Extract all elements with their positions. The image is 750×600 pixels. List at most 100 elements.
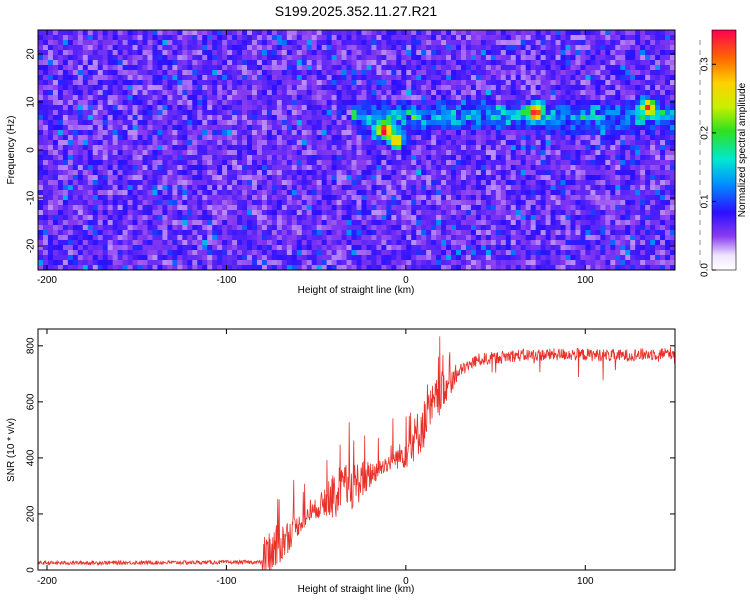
heatmap-cell xyxy=(570,200,576,206)
heatmap-cell xyxy=(127,125,133,131)
heatmap-cell xyxy=(142,180,148,186)
heatmap-cell xyxy=(470,35,477,41)
heatmap-cell xyxy=(560,195,566,201)
heatmap-cell xyxy=(57,150,64,156)
heatmap-cell xyxy=(650,185,656,191)
heatmap-cell xyxy=(416,195,422,201)
heatmap-cell xyxy=(401,170,407,176)
heatmap-cell xyxy=(371,175,377,181)
heatmap-cell xyxy=(665,200,671,206)
heatmap-cell xyxy=(77,130,84,136)
heatmap-cell xyxy=(421,215,427,221)
heatmap-cell xyxy=(57,180,64,186)
heatmap-cell xyxy=(550,45,556,51)
heatmap-cell xyxy=(560,65,566,71)
heatmap-cell xyxy=(127,200,133,206)
heatmap-cell xyxy=(595,175,601,181)
heatmap-cell xyxy=(182,105,188,111)
heatmap-cell xyxy=(137,200,143,206)
heatmap-cell xyxy=(411,205,417,211)
heatmap-cell xyxy=(490,85,497,91)
heatmap-cell xyxy=(117,95,124,101)
heatmap-cell xyxy=(665,65,671,71)
heatmap-cell xyxy=(57,170,64,176)
heatmap-cell xyxy=(406,65,412,71)
heatmap-cell xyxy=(500,30,507,36)
heatmap-cell xyxy=(227,155,233,161)
heatmap-cell xyxy=(510,150,517,156)
heatmap-cell xyxy=(625,120,631,126)
heatmap-cell xyxy=(197,210,203,216)
heatmap-cell xyxy=(38,70,44,76)
heatmap-cell xyxy=(545,90,551,96)
heatmap-cell xyxy=(510,175,517,181)
heatmap-cell xyxy=(192,45,198,51)
heatmap-cell xyxy=(421,180,427,186)
heatmap-cell xyxy=(660,200,666,206)
heatmap-cell xyxy=(92,205,99,211)
heatmap-cell xyxy=(107,75,114,81)
heatmap-cell xyxy=(102,215,109,221)
heatmap-cell xyxy=(172,210,178,216)
heatmap-cell xyxy=(565,165,571,171)
heatmap-cell xyxy=(117,55,124,61)
heatmap-cell xyxy=(266,205,273,211)
heatmap-cell xyxy=(152,40,158,46)
heatmap-cell xyxy=(401,220,407,226)
heatmap-cell xyxy=(52,90,59,96)
heatmap-cell xyxy=(485,110,492,116)
heatmap-cell xyxy=(480,165,487,171)
heatmap-cell xyxy=(605,220,611,226)
heatmap-cell xyxy=(286,160,293,166)
heatmap-cell xyxy=(227,165,233,171)
heatmap-cell xyxy=(306,155,313,161)
heatmap-cell xyxy=(391,30,397,36)
heatmap-cell xyxy=(187,120,193,126)
heatmap-cell xyxy=(580,155,586,161)
heatmap-cell xyxy=(62,195,69,201)
heatmap-cell xyxy=(52,170,59,176)
heatmap-cell xyxy=(461,140,467,146)
heatmap-cell xyxy=(495,50,502,56)
heatmap-cell xyxy=(187,215,193,221)
heatmap-cell xyxy=(162,210,168,216)
heatmap-cell xyxy=(306,30,313,36)
heatmap-cell xyxy=(356,170,362,176)
heatmap-cell xyxy=(247,160,253,166)
heatmap-cell xyxy=(545,110,551,116)
heatmap-cell xyxy=(92,125,99,131)
heatmap-cell xyxy=(227,105,233,111)
heatmap-cell xyxy=(97,120,104,126)
heatmap-cell xyxy=(451,140,457,146)
heatmap-cell xyxy=(42,85,49,91)
heatmap-cell xyxy=(52,205,59,211)
heatmap-cell xyxy=(38,90,44,96)
heatmap-cell xyxy=(645,35,651,41)
heatmap-cell xyxy=(550,30,556,36)
heatmap-cell xyxy=(475,135,482,141)
heatmap-cell xyxy=(127,90,133,96)
heatmap-cell xyxy=(356,130,362,136)
heatmap-cell xyxy=(247,180,253,186)
heatmap-cell xyxy=(132,190,138,196)
heatmap-cell xyxy=(386,110,392,116)
heatmap-cell xyxy=(530,115,537,121)
heatmap-cell xyxy=(356,155,362,161)
heatmap-cell xyxy=(575,195,581,201)
heatmap-cell xyxy=(535,115,542,121)
heatmap-cell xyxy=(276,175,283,181)
heatmap-cell xyxy=(237,210,243,216)
heatmap-cell xyxy=(237,75,243,81)
heatmap-cell xyxy=(660,190,666,196)
heatmap-cell xyxy=(147,95,153,101)
heatmap-cell xyxy=(645,105,651,111)
heatmap-cell xyxy=(311,80,318,86)
heatmap-cell xyxy=(107,215,114,221)
heatmap-cell xyxy=(57,70,64,76)
heatmap-cell xyxy=(341,210,347,216)
heatmap-cell xyxy=(645,65,651,71)
heatmap-cell xyxy=(311,125,318,131)
heatmap-cell xyxy=(341,135,347,141)
heatmap-cell xyxy=(461,65,467,71)
heatmap-cell xyxy=(311,200,318,206)
